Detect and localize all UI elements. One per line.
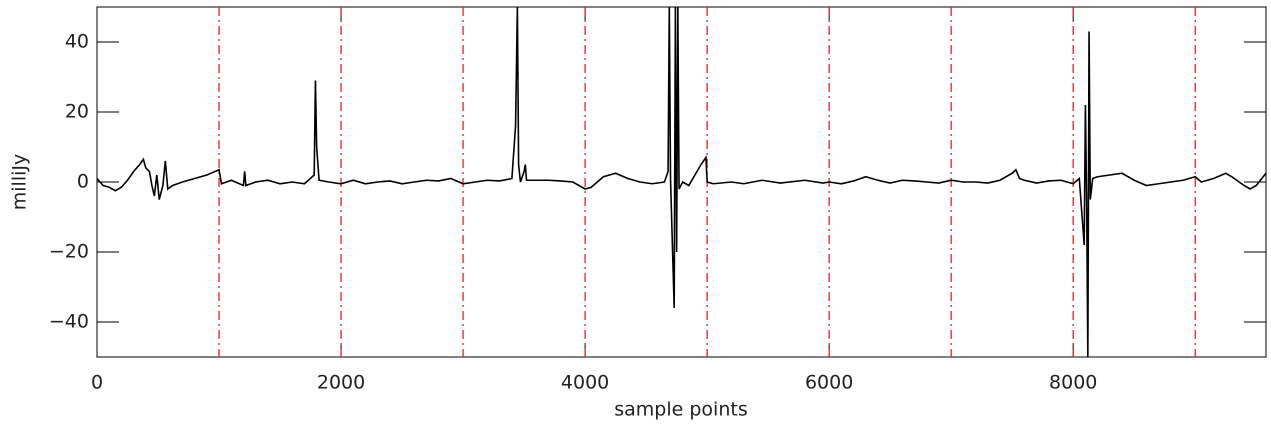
y-tick-label: 0 xyxy=(77,171,89,193)
y-tick-label: 40 xyxy=(65,31,89,53)
y-tick-label: 20 xyxy=(65,101,89,123)
x-tick-label: 6000 xyxy=(805,372,853,394)
x-axis-label: sample points xyxy=(614,399,747,421)
x-tick-label: 0 xyxy=(91,372,103,394)
data-line xyxy=(97,7,1266,357)
y-axis-label: milliJy xyxy=(9,154,31,210)
x-tick-label: 8000 xyxy=(1049,372,1097,394)
x-tick-label: 4000 xyxy=(561,372,609,394)
x-tick-label: 2000 xyxy=(317,372,365,394)
y-tick-label: −20 xyxy=(49,241,89,263)
y-tick-label: −40 xyxy=(49,311,89,333)
